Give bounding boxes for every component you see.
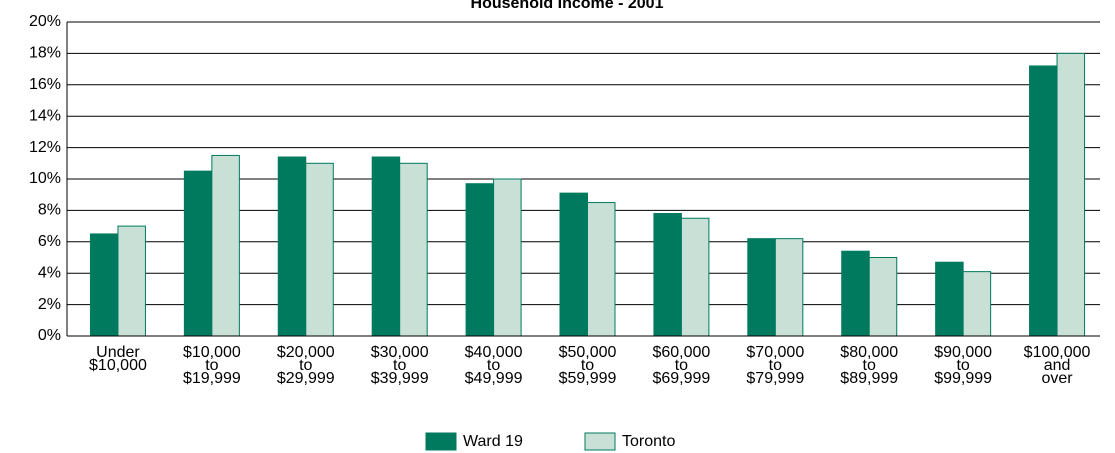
x-tick-label: $70,000 to $79,999 <box>746 344 804 387</box>
y-tick-label: 8% <box>38 202 61 219</box>
bar <box>1056 52 1086 337</box>
bar <box>211 154 240 337</box>
y-tick-label: 2% <box>38 296 61 313</box>
bar <box>935 261 964 337</box>
x-tick-label: $30,000 to $39,999 <box>371 344 429 387</box>
bar <box>399 162 428 337</box>
bar <box>747 238 776 337</box>
bar <box>774 238 804 337</box>
x-tick-label: $50,000 to $59,999 <box>559 344 617 387</box>
chart-title: Household Income - 2001 <box>471 0 664 12</box>
bar <box>587 202 616 337</box>
bar <box>1029 65 1058 337</box>
y-tick-label: 0% <box>38 327 61 344</box>
bar <box>89 233 119 337</box>
y-tick-label: 20% <box>29 13 61 30</box>
bar <box>117 225 146 337</box>
bar <box>305 162 334 337</box>
bar <box>653 213 682 337</box>
x-tick-label: $90,000 to $99,999 <box>934 344 992 387</box>
x-tick-label: $40,000 to $49,999 <box>465 344 523 387</box>
bar <box>962 271 992 337</box>
x-tick-label: $100,000 and over <box>1024 344 1091 387</box>
x-tick-label: $10,000 to $19,999 <box>183 344 241 387</box>
bar <box>183 170 213 337</box>
bar <box>277 156 307 337</box>
y-tick-label: 4% <box>38 264 61 281</box>
x-tick-label: $60,000 to $69,999 <box>652 344 710 387</box>
x-tick-label: $80,000 to $89,999 <box>840 344 898 387</box>
y-tick-label: 14% <box>29 107 61 124</box>
y-tick-label: 16% <box>29 76 61 93</box>
bar <box>371 156 401 337</box>
legend-label: Ward 19 <box>463 433 523 450</box>
x-tick-label: Under $10,000 <box>89 344 147 374</box>
y-tick-label: 18% <box>29 45 61 62</box>
bar <box>841 250 870 337</box>
legend-label: Toronto <box>622 433 675 450</box>
legend-swatch <box>584 432 616 451</box>
bar <box>493 178 522 337</box>
legend-swatch <box>425 432 457 451</box>
y-tick-label: 12% <box>29 139 61 156</box>
x-tick-label: $20,000 to $29,999 <box>277 344 335 387</box>
bar <box>680 217 710 337</box>
bar <box>465 183 495 337</box>
bar <box>559 192 588 337</box>
y-tick-label: 6% <box>38 233 61 250</box>
bar <box>868 257 898 337</box>
y-tick-label: 10% <box>29 170 61 187</box>
